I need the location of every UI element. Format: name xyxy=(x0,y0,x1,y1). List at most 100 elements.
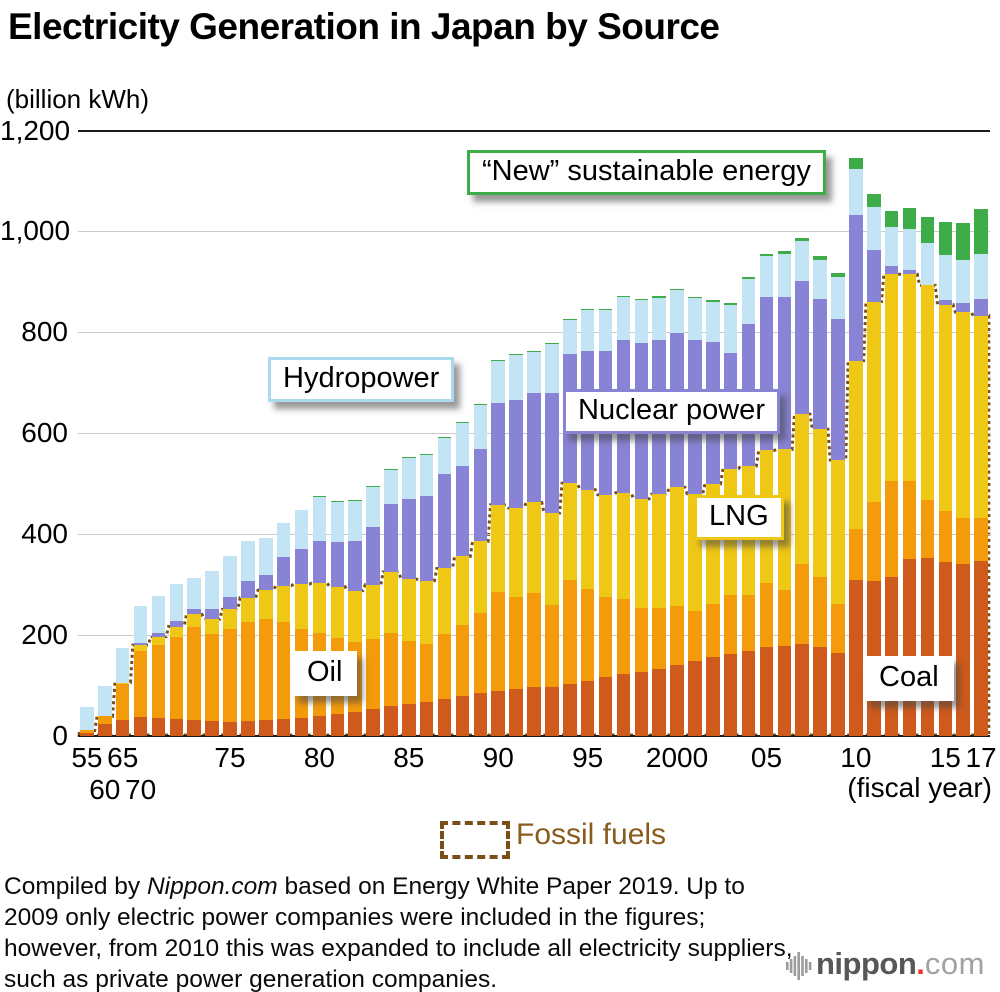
coal-segment xyxy=(795,644,809,736)
new-sustainable-energy-segment xyxy=(509,353,523,355)
hydropower-segment xyxy=(563,319,577,355)
hydropower-segment xyxy=(169,584,184,622)
bar-1977 xyxy=(259,130,273,736)
new-sustainable-energy-segment xyxy=(598,309,613,311)
hydropower-segment xyxy=(813,259,827,300)
coal-segment xyxy=(920,558,935,736)
lng-segment xyxy=(437,568,452,635)
coal-segment xyxy=(348,711,362,736)
oil-segment xyxy=(813,576,827,648)
lng-segment xyxy=(241,597,255,622)
bar-2015 xyxy=(938,130,953,736)
new-sustainable-energy-segment xyxy=(688,296,702,299)
coal-segment xyxy=(115,719,130,736)
lng-segment xyxy=(133,645,148,652)
oil-segment xyxy=(419,643,434,702)
hydropower-segment xyxy=(795,240,809,281)
lng-segment xyxy=(580,489,595,589)
lng-segment xyxy=(884,274,899,482)
x-axis-tick-60: 60 xyxy=(89,774,121,805)
bar-2011 xyxy=(867,130,881,736)
x-axis-tick-95: 95 xyxy=(572,742,604,773)
bar-1988 xyxy=(455,130,470,736)
coal-segment xyxy=(205,720,219,736)
x-axis-tick-70: 70 xyxy=(125,774,157,805)
bar-1970 xyxy=(133,130,148,736)
coal-segment xyxy=(652,669,666,736)
oil-segment xyxy=(938,511,953,562)
oil-segment xyxy=(723,594,738,655)
oil-segment xyxy=(527,593,541,688)
nuclear-power-segment xyxy=(241,580,255,598)
lng-segment xyxy=(545,512,559,605)
hydropower-segment xyxy=(723,305,738,353)
new-sustainable-energy-segment xyxy=(366,485,380,487)
lng-segment xyxy=(366,584,380,640)
lng-segment xyxy=(491,504,505,592)
new-sustainable-energy-segment xyxy=(491,360,505,361)
oil-segment xyxy=(545,604,559,687)
lng-segment xyxy=(867,301,881,502)
new-sustainable-energy-segment xyxy=(330,500,345,502)
lng-segment xyxy=(598,494,613,597)
oil-segment xyxy=(920,499,935,559)
y-axis-tick-0: 0 xyxy=(52,720,68,751)
new-sustainable-energy-segment xyxy=(938,222,953,255)
coal-segment xyxy=(133,716,148,736)
oil-segment xyxy=(437,634,452,699)
oil-segment xyxy=(473,612,488,693)
nuclear-power-segment xyxy=(151,632,166,637)
coal-segment xyxy=(330,713,345,736)
lng-segment xyxy=(384,572,398,633)
coal-segment xyxy=(98,723,112,736)
stacked-bar-chart xyxy=(77,129,991,737)
bar-1986 xyxy=(419,130,434,736)
hydropower-segment xyxy=(545,344,559,393)
oil-segment xyxy=(634,607,649,673)
lng-segment xyxy=(348,590,362,643)
coal-segment xyxy=(813,647,827,736)
nuclear-power-segment xyxy=(938,300,953,305)
gridline-1,200 xyxy=(78,129,990,132)
hydropower-segment xyxy=(777,253,792,297)
hydropower-segment xyxy=(884,227,899,267)
hydropower-segment xyxy=(741,279,756,324)
lng-segment xyxy=(652,494,666,608)
oil-segment xyxy=(688,610,702,662)
bar-1991 xyxy=(509,130,523,736)
new-sustainable-energy-segment xyxy=(813,256,827,260)
oil-segment xyxy=(759,582,774,648)
hydropower-segment xyxy=(455,422,470,467)
bar-1980 xyxy=(312,130,327,736)
lng-segment xyxy=(670,487,684,606)
bar-1965 xyxy=(115,130,130,736)
nuclear-power-segment xyxy=(849,215,863,361)
oil-segment xyxy=(366,639,380,709)
coal-segment xyxy=(849,579,863,736)
coal-segment xyxy=(938,561,953,736)
coal-segment xyxy=(437,698,452,736)
nuclear-power-segment xyxy=(205,608,219,619)
oil-segment xyxy=(849,529,863,580)
oil-segment xyxy=(276,622,291,720)
oil-segment xyxy=(259,619,273,721)
nuclear-power-segment xyxy=(527,392,541,503)
hydropower-segment xyxy=(759,256,774,297)
nuclear-power-segment xyxy=(294,548,309,585)
hydropower-segment xyxy=(920,243,935,286)
hydropower-segment xyxy=(348,500,362,541)
hydropower-segment xyxy=(902,229,917,270)
coal-segment xyxy=(956,564,970,736)
x-axis-tick-65: 65 xyxy=(107,742,139,773)
coal-segment xyxy=(616,674,631,736)
x-axis-tick-90: 90 xyxy=(482,742,514,773)
nuclear-power-segment xyxy=(831,318,845,460)
hydropower-segment xyxy=(419,454,434,496)
hydropower-segment xyxy=(98,685,112,717)
lng-segment xyxy=(527,502,541,594)
hydropower-segment xyxy=(688,298,702,340)
lng-segment xyxy=(259,590,273,620)
oil-segment xyxy=(670,605,684,666)
coal-segment xyxy=(598,677,613,736)
